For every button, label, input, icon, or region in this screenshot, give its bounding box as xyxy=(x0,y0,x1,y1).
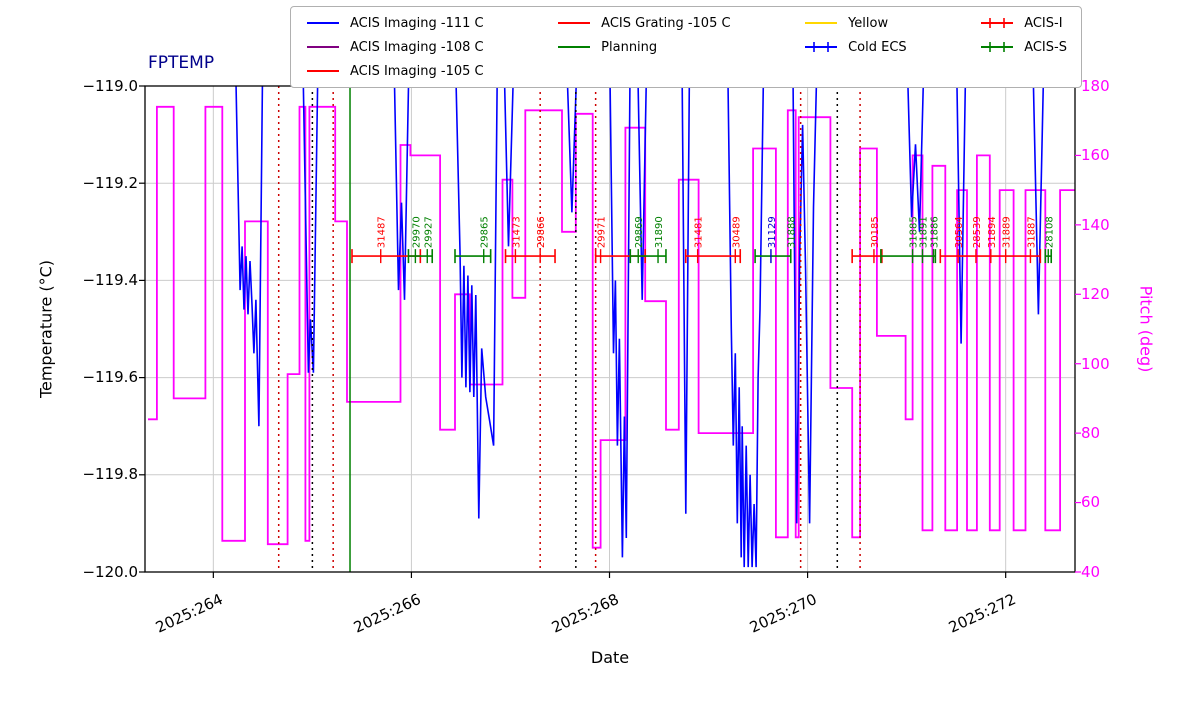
legend-sample-line xyxy=(558,22,591,24)
obsid-label: 31894 xyxy=(987,216,998,248)
fptemp-line xyxy=(503,86,514,247)
legend-item: ACIS-S xyxy=(979,35,1067,59)
obsid-label: 29970 xyxy=(411,216,422,248)
pitch-line xyxy=(148,105,1075,549)
grid xyxy=(145,85,1075,573)
obsid-label: 31481 xyxy=(694,216,705,248)
y-left-tick-label-0: −119.0 xyxy=(82,77,138,95)
fptemp-line xyxy=(235,86,264,427)
legend-label: Yellow xyxy=(848,15,889,31)
fptemp-line xyxy=(455,86,498,519)
legend-item: ACIS Grating -105 C xyxy=(556,11,731,35)
legend: ACIS Imaging -111 C ACIS Imaging -108 C AC… xyxy=(290,6,1082,88)
y-axis-label-pitch: Pitch (deg) xyxy=(1136,285,1156,373)
obsid-label: 29927 xyxy=(423,216,434,248)
legend-item: ACIS Imaging -105 C xyxy=(305,59,484,83)
y-left-tick-label-5: −120.0 xyxy=(82,563,138,581)
y-right-tick-label-5: 80 xyxy=(1081,424,1101,442)
fptemp-line xyxy=(302,86,319,373)
legend-column-3: ACIS-I ACIS-S xyxy=(979,11,1067,83)
y-right-tick-label-7: 40 xyxy=(1081,563,1101,581)
y-axis-label-temperature: Temperature (°C) xyxy=(36,259,56,399)
legend-sample-line xyxy=(307,46,339,48)
fptemp-line xyxy=(637,86,647,300)
obsid-label: 31888 xyxy=(787,216,798,248)
legend-label: ACIS Imaging -105 C xyxy=(350,63,484,79)
legend-sample-line xyxy=(805,22,838,24)
chart-title: FPTEMP xyxy=(148,53,215,73)
legend-sample-line xyxy=(307,22,339,24)
obsid-label: 29865 xyxy=(480,216,491,248)
obsid-label: 30489 xyxy=(731,216,742,248)
y-left-tick-label-1: −119.2 xyxy=(82,174,138,192)
legend-sample-line xyxy=(805,42,838,52)
obsid-label: 31891 xyxy=(918,216,929,248)
fptemp-line xyxy=(907,86,925,232)
legend-item: Cold ECS xyxy=(803,35,907,59)
legend-column-2: Yellow Cold ECS xyxy=(803,11,907,83)
legend-sample-line xyxy=(307,70,339,72)
legend-sample-line xyxy=(981,18,1014,28)
obsid-label: 30564 xyxy=(954,216,965,248)
obsid-label: 31487 xyxy=(377,216,388,248)
obsid-label: 29971 xyxy=(597,216,608,248)
legend-item: ACIS Imaging -108 C xyxy=(305,35,484,59)
y-right-tick-label-2: 140 xyxy=(1081,216,1110,234)
fptemp-line xyxy=(393,86,410,300)
legend-label: Planning xyxy=(601,39,658,55)
y-right-tick-label-0: 180 xyxy=(1081,77,1110,95)
fptemp-line xyxy=(727,86,765,568)
y-left-tick-label-3: −119.6 xyxy=(82,368,138,386)
obsid-label: 28108 xyxy=(1044,216,1055,248)
fptemp-line xyxy=(792,86,818,524)
obsid-label: 28539 xyxy=(972,216,983,248)
fptemp-line xyxy=(1032,86,1045,315)
fptemp-line xyxy=(609,86,631,558)
y-right-tick-label-6: 60 xyxy=(1081,493,1101,511)
y-left-tick-label-4: −119.8 xyxy=(82,465,138,483)
legend-item: Planning xyxy=(556,35,730,59)
legend-label: ACIS Grating -105 C xyxy=(601,15,731,31)
y-left-tick-label-2: −119.4 xyxy=(82,271,138,289)
legend-item: Yellow xyxy=(803,11,907,35)
y-right-tick-label-3: 120 xyxy=(1081,285,1110,303)
obsid-label: 31129 xyxy=(767,216,778,248)
obsid-label: 31890 xyxy=(654,216,665,248)
legend-label: ACIS Imaging -108 C xyxy=(350,39,484,55)
obsid-label: 31887 xyxy=(1026,216,1037,248)
fptemp-line xyxy=(566,86,577,213)
legend-sample-line xyxy=(981,42,1014,52)
legend-item: ACIS-I xyxy=(979,11,1067,35)
legend-sample-line xyxy=(558,46,591,48)
obsid-label: 31473 xyxy=(511,216,522,248)
y-right-tick-label-1: 160 xyxy=(1081,146,1110,164)
obsid-label: 31889 xyxy=(1002,216,1013,248)
legend-label: ACIS Imaging -111 C xyxy=(350,15,484,31)
fptemp-line xyxy=(681,86,691,514)
x-axis-label-date: Date xyxy=(590,648,630,667)
legend-column-0: ACIS Imaging -111 C ACIS Imaging -108 C AC… xyxy=(305,11,484,83)
legend-label: ACIS-S xyxy=(1024,39,1067,55)
legend-label: Cold ECS xyxy=(848,39,907,55)
legend-item: ACIS Imaging -111 C xyxy=(305,11,484,35)
obsid-label: 30185 xyxy=(870,216,881,248)
obsid-label: 29866 xyxy=(536,216,547,248)
obsid-label: 29869 xyxy=(634,216,645,248)
obsid-label: 31885 xyxy=(909,216,920,248)
y-right-tick-label-4: 100 xyxy=(1081,355,1110,373)
legend-column-1: ACIS Grating -105 C Planning xyxy=(556,11,731,83)
legend-label: ACIS-I xyxy=(1024,15,1063,31)
fptemp-line xyxy=(956,86,967,344)
obsid-label: 31886 xyxy=(929,216,940,248)
